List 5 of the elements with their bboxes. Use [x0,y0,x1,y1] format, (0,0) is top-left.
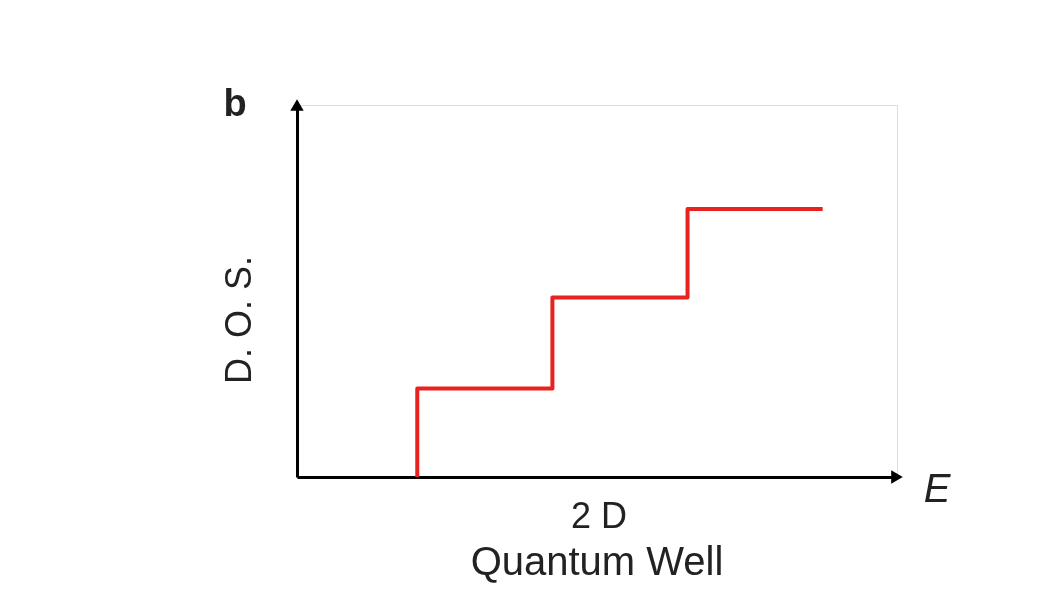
chart-title: b [223,82,247,124]
y-axis-title: D. O. S. [218,255,259,385]
text: Quantum Well [470,539,724,583]
text: 2 D [570,495,628,536]
x-axis-title: E [923,466,952,510]
